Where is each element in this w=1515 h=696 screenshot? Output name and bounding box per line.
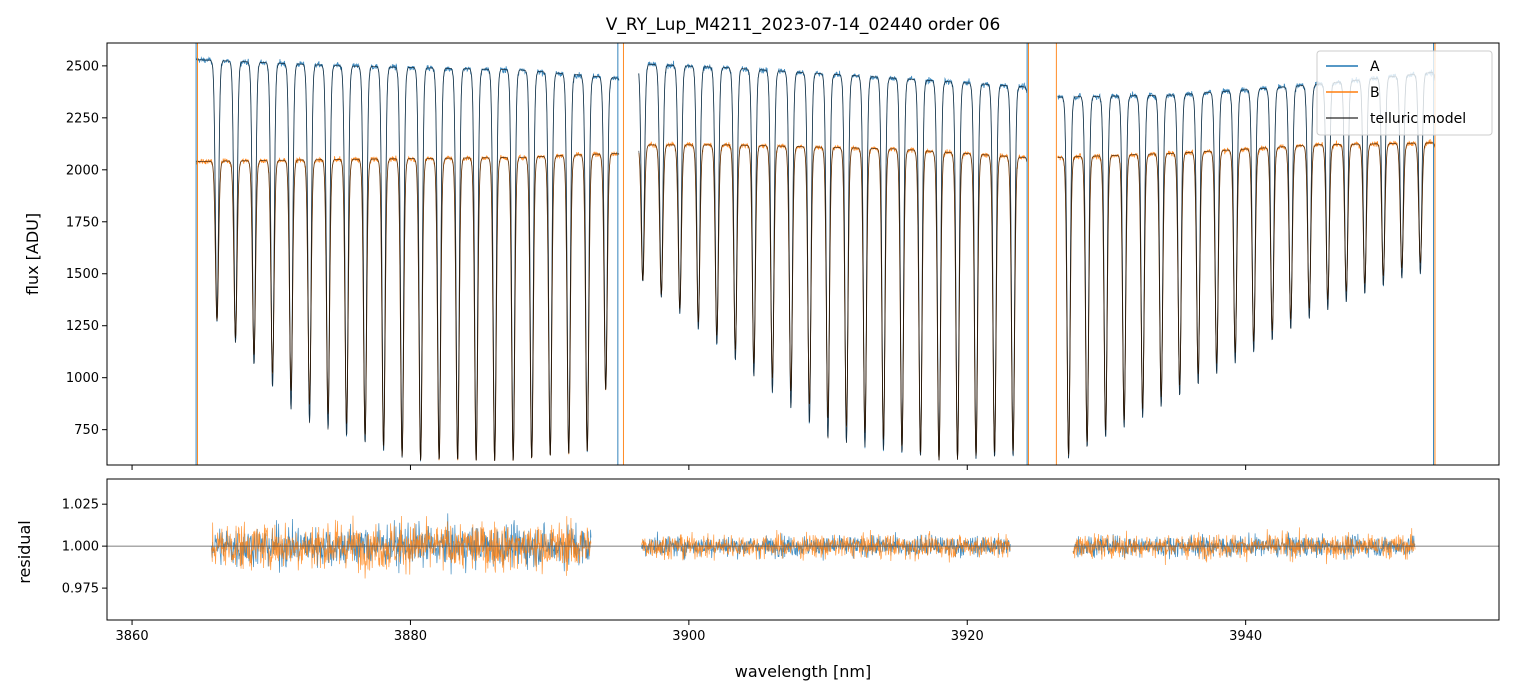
x-tick-label: 3880 <box>394 629 427 644</box>
y-tick-label: 750 <box>74 423 99 438</box>
y-tick-label: 1250 <box>66 319 99 334</box>
residual-plot-area <box>107 513 1499 579</box>
residual-y-ticks: 0.975 1.000 1.025 <box>62 498 107 597</box>
y-tick-label: 1.025 <box>62 498 99 513</box>
x-tick-label: 3860 <box>116 629 149 644</box>
legend-label-b: B <box>1370 85 1380 101</box>
legend: A B telluric model <box>1316 50 1493 136</box>
residual-axes-frame <box>106 478 1500 621</box>
legend-label-a: A <box>1370 59 1380 75</box>
x-axis-label: wavelength [nm] <box>735 662 872 681</box>
flux-y-label: flux [ADU] <box>23 213 42 295</box>
y-tick-label: 2500 <box>66 59 99 74</box>
residual-y-label: residual <box>15 520 34 583</box>
residual-x-ticks: 3860 3880 3900 3920 3940 <box>116 620 1262 644</box>
flux-panel: 750 1000 1250 1500 1750 2000 2250 2500 flux [AD… <box>23 42 1500 470</box>
y-tick-label: 2000 <box>66 163 99 178</box>
y-tick-label: 2250 <box>66 111 99 126</box>
flux-axes-frame <box>106 42 1500 466</box>
residual-panel: 0.975 1.000 1.025 3860 3880 3900 3920 3940 res… <box>15 478 1500 681</box>
x-tick-label: 3920 <box>951 629 984 644</box>
y-tick-label: 1.000 <box>62 540 99 555</box>
telluric-model-b-line <box>196 142 1436 461</box>
legend-label-model: telluric model <box>1370 111 1466 127</box>
y-tick-label: 1750 <box>66 215 99 230</box>
telluric-model-a-line <box>196 59 1436 461</box>
flux-x-ticks <box>131 465 1247 470</box>
flux-plot-area <box>195 43 1436 465</box>
x-tick-label: 3900 <box>672 629 705 644</box>
y-tick-label: 1000 <box>66 371 99 386</box>
x-tick-label: 3940 <box>1229 629 1262 644</box>
flux-y-ticks: 750 1000 1250 1500 1750 2000 2250 2500 <box>66 59 107 438</box>
legend-box <box>1316 50 1493 136</box>
y-tick-label: 0.975 <box>62 582 99 597</box>
residual-b-line <box>211 515 1416 579</box>
y-tick-label: 1500 <box>66 267 99 282</box>
chart-title: V_RY_Lup_M4211_2023-07-14_02440 order 06 <box>606 15 1001 35</box>
